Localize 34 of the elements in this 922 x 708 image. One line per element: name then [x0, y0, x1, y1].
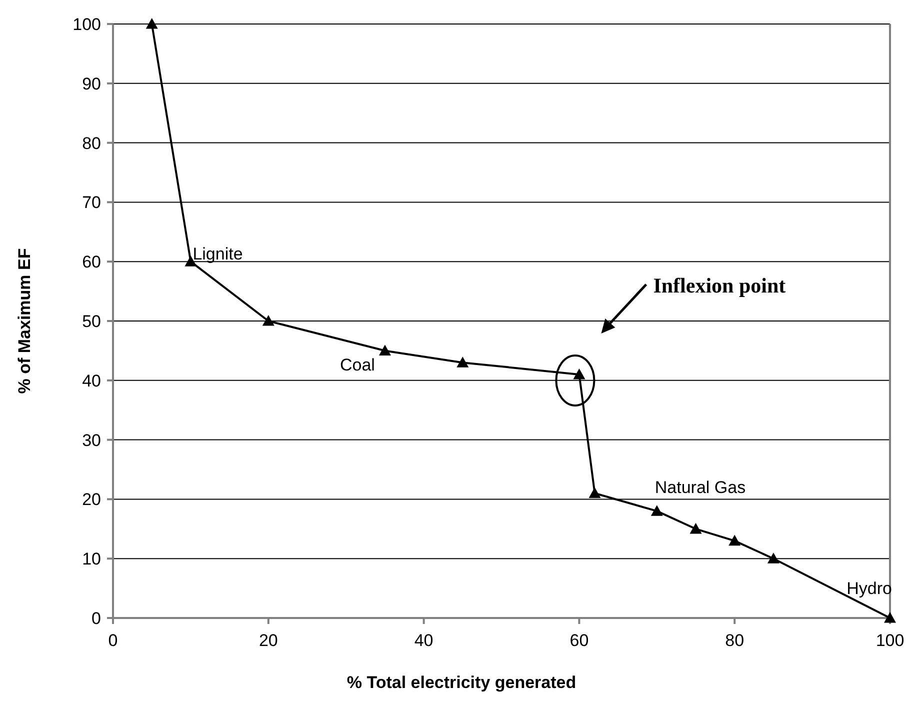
y-tick-label: 20: [82, 490, 101, 510]
y-tick-label: 60: [82, 252, 101, 272]
point: [573, 368, 586, 380]
y-tick-label: 70: [82, 193, 101, 212]
y-tick-label: 100: [72, 14, 101, 34]
x-tick-label: 60: [570, 631, 589, 650]
y-tick-label: 0: [92, 608, 101, 628]
point: [728, 534, 741, 546]
point: [767, 552, 780, 564]
annotation: Hydro: [846, 579, 892, 598]
point: [262, 315, 274, 326]
y-tick-label: 40: [82, 371, 101, 390]
y-tick-label: 10: [82, 550, 101, 569]
point: [146, 18, 158, 29]
point: [456, 356, 469, 368]
point: [378, 344, 391, 356]
annotation: Inflexion point: [653, 273, 786, 298]
x-tick-label: 40: [414, 631, 434, 650]
annotation: Natural Gas: [654, 478, 746, 498]
x-tick-label: 80: [725, 631, 744, 650]
y-tick-label: 90: [82, 74, 101, 94]
x-tick-label: 100: [876, 631, 904, 650]
annotation: Coal: [340, 356, 375, 375]
y-tick-label: 50: [82, 312, 101, 331]
y-tick-label: 80: [82, 134, 101, 153]
y-tick-label: 30: [82, 430, 101, 450]
point: [690, 522, 702, 534]
annotation: Lignite: [192, 244, 243, 264]
x-tick-label: 20: [258, 631, 278, 650]
point: [650, 505, 663, 516]
x-tick-label: 0: [108, 631, 118, 650]
point: [588, 487, 601, 498]
x-axis-title: % Total electricity generated: [346, 673, 576, 692]
y-axis-title: % of Maximum EF: [15, 248, 34, 394]
